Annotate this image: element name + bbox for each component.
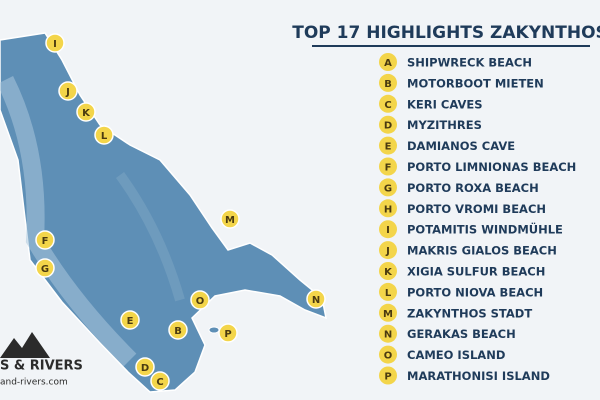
map-marker [76, 102, 96, 122]
map-marker-letter: K [82, 108, 91, 119]
legend-badge [379, 53, 397, 71]
map-marker [120, 310, 140, 330]
map-marker [94, 125, 114, 145]
legend-badge [379, 115, 397, 134]
legend-name: XIGIA SULFUR BEACH [407, 265, 545, 279]
legend: A SHIPWRECK BEACH B MOTORBOOT MIETEN C KERI C… [379, 53, 576, 385]
legend-letter: D [384, 121, 392, 132]
legend-name: CAMEO ISLAND [407, 348, 505, 362]
map-marker [135, 357, 155, 377]
logo-url: and-rivers.com [0, 378, 68, 388]
map-marker [35, 230, 55, 250]
map-markers: I J K L F G M E O B P N DC [35, 33, 326, 391]
map-marker-letter: L [101, 131, 108, 142]
legend-badge [379, 303, 397, 322]
map-marker [45, 33, 65, 53]
legend-badge [379, 220, 397, 239]
legend-name: MOTORBOOT MIETEN [407, 76, 544, 90]
legend-name: PORTO VROMI BEACH [407, 202, 546, 216]
map-marker-letter: P [224, 329, 231, 340]
island [0, 32, 328, 393]
map-marker-letter: G [41, 264, 49, 275]
legend-letter: H [384, 204, 392, 215]
title: TOP 17 HIGHLIGHTS ZAKYNTHOS [292, 23, 600, 43]
legend-badge [379, 366, 397, 385]
map-marker [190, 290, 210, 310]
map-marker [218, 323, 238, 343]
map-marker [150, 371, 170, 391]
map-marker [58, 81, 78, 101]
legend-letter: C [384, 100, 391, 111]
legend-name: POTAMITIS WINDMÜHLE [407, 222, 563, 237]
legend-name: MYZITHRES [407, 118, 482, 132]
legend-badge [379, 345, 397, 364]
legend-name: PORTO LIMNIONAS BEACH [407, 160, 576, 174]
legend-letter: L [385, 288, 392, 299]
legend-badge [379, 94, 397, 113]
legend-badge [379, 324, 397, 343]
legend-name: GERAKAS BEACH [407, 327, 516, 341]
legend-letter: E [385, 142, 392, 153]
map-marker-letter: I [53, 39, 57, 50]
legend-letter: J [385, 246, 390, 257]
legend-name: DAMIANOS CAVE [407, 139, 515, 153]
map-marker [35, 258, 55, 278]
legend-name: KERI CAVES [407, 97, 483, 111]
legend-badge [379, 157, 397, 176]
legend-badge [379, 178, 397, 197]
logo-name: S & RIVERS [0, 359, 83, 374]
legend-letter: I [386, 225, 390, 236]
map-marker-letter: D [141, 363, 149, 374]
legend-name: MARATHONISI ISLAND [407, 369, 550, 383]
legend-letter: O [384, 351, 393, 362]
legend-badge [379, 282, 397, 301]
map-marker-letter: J [65, 87, 70, 98]
map-marker [220, 209, 240, 229]
map-marker-letter: E [127, 316, 134, 327]
legend-badge [379, 241, 397, 260]
legend-name: MAKRIS GIALOS BEACH [407, 244, 557, 258]
legend-badge [379, 262, 397, 280]
map-marker [306, 289, 326, 309]
legend-badge [379, 73, 397, 92]
legend-badge [379, 199, 397, 218]
legend-letter: A [384, 58, 392, 69]
legend-letter: K [384, 267, 393, 278]
legend-badge [379, 136, 397, 155]
map-marker-letter: F [42, 236, 49, 247]
legend-name: PORTO ROXA BEACH [407, 181, 539, 195]
legend-letter: N [384, 330, 392, 341]
legend-letter: B [384, 79, 392, 90]
legend-letter: M [383, 309, 393, 320]
legend-name: SHIPWRECK BEACH [407, 56, 532, 70]
map-marker-letter: N [312, 295, 320, 306]
map-marker-letter: B [174, 326, 182, 337]
legend-name: ZAKYNTHOS STADT [407, 306, 532, 320]
map-marker-letter: C [156, 377, 163, 388]
map-marker-letter: M [225, 215, 235, 226]
logo: S & RIVERS and-rivers.com [0, 332, 83, 388]
map-marker [168, 320, 188, 340]
legend-letter: G [384, 183, 392, 194]
legend-name: PORTO NIOVA BEACH [407, 285, 543, 299]
legend-letter: P [384, 372, 391, 383]
map-marker-letter: O [196, 296, 205, 307]
legend-letter: F [385, 163, 392, 174]
